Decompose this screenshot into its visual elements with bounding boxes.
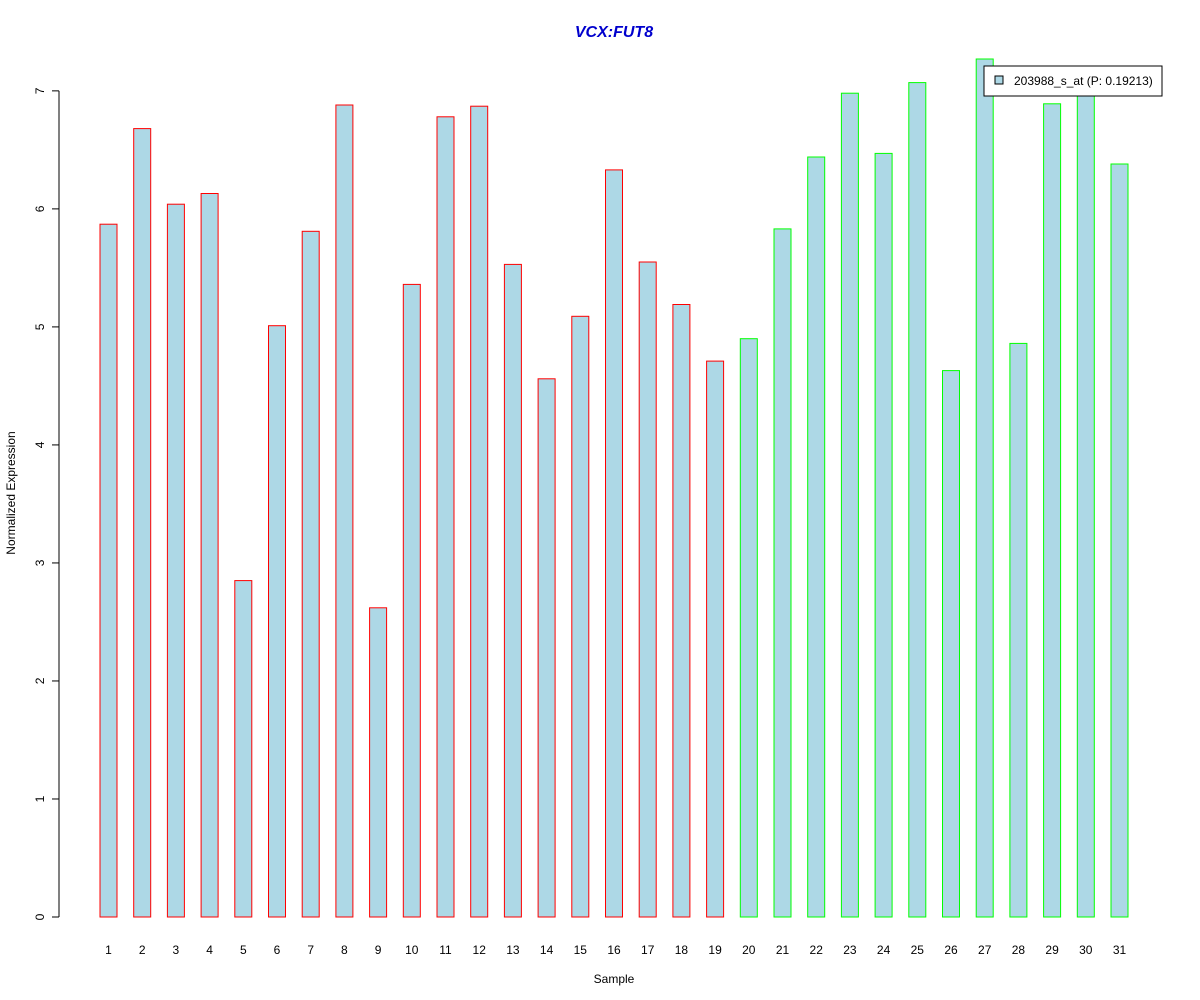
x-tick-label: 18: [675, 943, 689, 957]
y-tick-label: 0: [33, 913, 47, 920]
bar-sample-21: [773, 228, 792, 918]
bar-sample-29: [1043, 103, 1062, 918]
x-tick-label: 12: [473, 943, 487, 957]
x-tick-label: 8: [341, 943, 348, 957]
y-tick-label: 1: [33, 795, 47, 802]
y-tick-label: 6: [33, 205, 47, 212]
x-tick-label: 26: [944, 943, 958, 957]
bar-sample-11: [436, 116, 455, 918]
bar-sample-27: [975, 58, 994, 918]
bar-sample-14: [537, 378, 556, 918]
chart-title: VCX:FUT8: [575, 24, 653, 41]
x-tick-label: 25: [911, 943, 925, 957]
y-axis: 0 1 2 3 4 5 6 7: [33, 87, 60, 920]
bar-sample-1: [99, 223, 118, 918]
x-tick-label: 22: [810, 943, 824, 957]
bar-sample-8: [335, 104, 354, 918]
bar-sample-23: [840, 92, 859, 918]
bar-sample-24: [874, 152, 893, 918]
x-tick-label: 28: [1012, 943, 1026, 957]
x-tick-label: 13: [506, 943, 520, 957]
bar-sample-2: [133, 128, 152, 918]
y-tick-label: 2: [33, 677, 47, 684]
y-tick-label: 4: [33, 441, 47, 448]
bar-sample-3: [166, 203, 185, 918]
bar-sample-13: [503, 263, 522, 918]
bar-sample-10: [402, 283, 421, 918]
bar-sample-6: [268, 325, 286, 918]
legend-swatch: [994, 75, 1004, 85]
x-tick-label: 4: [206, 943, 213, 957]
bar-sample-19: [706, 360, 725, 918]
x-tick-label: 14: [540, 943, 554, 957]
bar-sample-30: [1076, 92, 1095, 918]
x-tick-label: 2: [139, 943, 146, 957]
x-tick-label: 23: [843, 943, 857, 957]
legend: 203988_s_at (P: 0.19213): [983, 65, 1163, 97]
x-tick-label: 17: [641, 943, 655, 957]
bar-sample-25: [908, 82, 927, 918]
bar-sample-28: [1009, 342, 1028, 918]
bar-sample-5: [234, 580, 253, 918]
x-tick-label: 7: [307, 943, 314, 957]
bar-sample-17: [638, 261, 657, 918]
x-tick-label: 24: [877, 943, 891, 957]
x-tick-label: 30: [1079, 943, 1093, 957]
x-tick-labels: 1 2 3 4 5 6 7 8 9 10 11 12 13 14 15 16 17 18 19 20 21 22 23 24 2…: [105, 943, 1126, 957]
x-tick-label: 5: [240, 943, 247, 957]
bar-sample-20: [739, 338, 758, 918]
x-tick-label: 29: [1045, 943, 1059, 957]
x-tick-label: 27: [978, 943, 992, 957]
bar-sample-18: [672, 304, 691, 918]
legend-label: 203988_s_at (P: 0.19213): [1014, 74, 1153, 88]
bar-sample-16: [605, 169, 623, 918]
x-tick-label: 11: [439, 943, 452, 957]
bar-sample-9: [369, 607, 388, 918]
bars: [99, 58, 1129, 918]
x-tick-label: 6: [274, 943, 281, 957]
y-tick-label: 3: [33, 559, 47, 566]
x-tick-label: 9: [375, 943, 382, 957]
y-tick-label: 7: [33, 87, 47, 94]
x-tick-label: 16: [607, 943, 621, 957]
bar-sample-4: [200, 193, 219, 918]
bar-sample-7: [301, 230, 320, 918]
bar-sample-15: [571, 315, 590, 918]
bar-sample-31: [1110, 163, 1129, 918]
x-tick-label: 21: [776, 943, 790, 957]
x-tick-label: 3: [173, 943, 180, 957]
x-tick-label: 19: [708, 943, 722, 957]
bar-sample-22: [807, 156, 826, 918]
x-tick-label: 20: [742, 943, 756, 957]
x-tick-label: 1: [105, 943, 112, 957]
x-tick-label: 15: [574, 943, 588, 957]
y-axis-label: Normalized Expression: [4, 431, 18, 554]
x-axis-label: Sample: [594, 972, 635, 986]
x-tick-label: 31: [1113, 943, 1127, 957]
bar-sample-26: [942, 370, 960, 918]
bar-sample-12: [470, 105, 489, 918]
y-tick-label: 5: [33, 323, 47, 330]
x-tick-label: 10: [405, 943, 419, 957]
legend-box: [983, 65, 1163, 97]
